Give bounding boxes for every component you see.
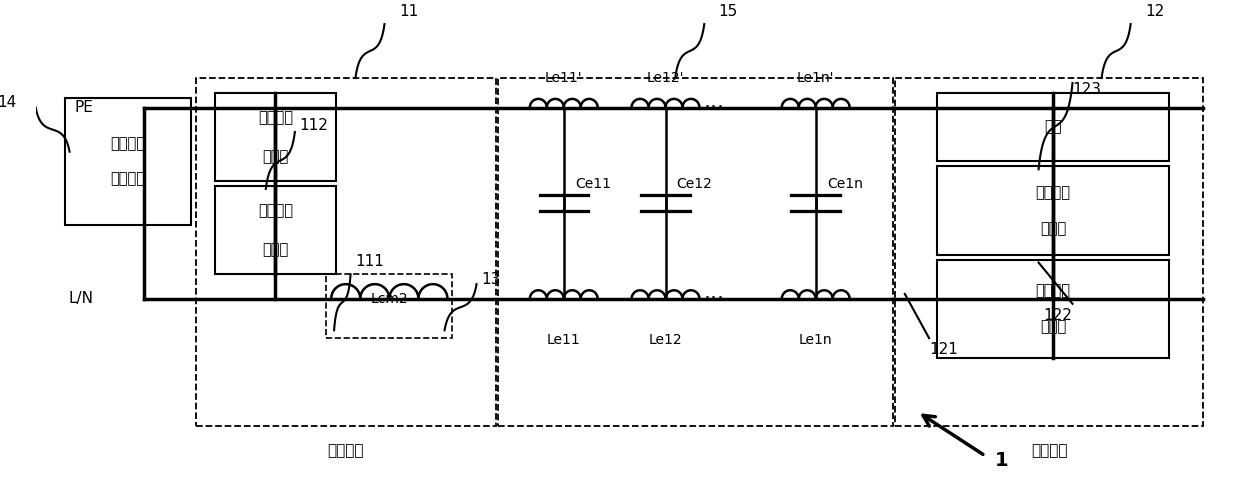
Text: 12: 12	[1146, 4, 1164, 19]
Text: 第二共模: 第二共模	[258, 203, 293, 218]
Text: 112: 112	[300, 118, 329, 133]
Bar	[64, 98, 191, 225]
Text: Lcm2: Lcm2	[371, 292, 408, 306]
Text: 电控器: 电控器	[263, 149, 289, 164]
Text: 11: 11	[399, 4, 418, 19]
Text: 空调外机: 空调外机	[1035, 185, 1070, 200]
Text: 123: 123	[1073, 82, 1101, 97]
Text: PE: PE	[74, 100, 94, 115]
Text: Ce12: Ce12	[677, 176, 713, 191]
Text: 稳定网络: 稳定网络	[110, 172, 145, 187]
Bar	[937, 93, 1169, 162]
Text: 122: 122	[1043, 308, 1073, 323]
Text: 空调内机: 空调内机	[327, 444, 365, 458]
Text: 15: 15	[719, 4, 738, 19]
Text: 第三共模: 第三共模	[1035, 283, 1070, 299]
Text: 121: 121	[929, 343, 959, 357]
Text: L/N: L/N	[68, 291, 94, 306]
Text: Le12': Le12'	[647, 71, 684, 85]
Text: ···: ···	[703, 289, 724, 309]
Text: Ce11: Ce11	[575, 176, 611, 191]
Text: 滤波器: 滤波器	[263, 242, 289, 257]
Bar	[937, 166, 1169, 255]
Text: 路线阻抗: 路线阻抗	[110, 136, 145, 151]
Bar	[895, 78, 1203, 426]
Bar	[215, 186, 336, 274]
Bar	[196, 78, 496, 426]
Bar	[215, 93, 336, 181]
Text: 空调内机: 空调内机	[258, 110, 293, 125]
Bar	[326, 274, 453, 338]
Text: 空调外机: 空调外机	[1030, 444, 1068, 458]
Text: Le12: Le12	[649, 333, 682, 347]
Text: 滤波器: 滤波器	[1040, 319, 1066, 334]
Text: 111: 111	[356, 254, 384, 269]
Text: Le1n: Le1n	[799, 333, 832, 347]
Text: 1: 1	[994, 451, 1008, 470]
Text: 13: 13	[481, 272, 501, 287]
Bar	[937, 260, 1169, 358]
Text: Le1n': Le1n'	[797, 71, 835, 85]
Text: Le11: Le11	[547, 333, 580, 347]
Text: 电控器: 电控器	[1040, 221, 1066, 236]
Text: 14: 14	[0, 95, 16, 110]
Text: Le11': Le11'	[544, 71, 583, 85]
Text: ···: ···	[703, 98, 724, 117]
Bar	[498, 78, 893, 426]
Text: 电机: 电机	[1044, 120, 1061, 135]
Text: Ce1n: Ce1n	[827, 176, 863, 191]
